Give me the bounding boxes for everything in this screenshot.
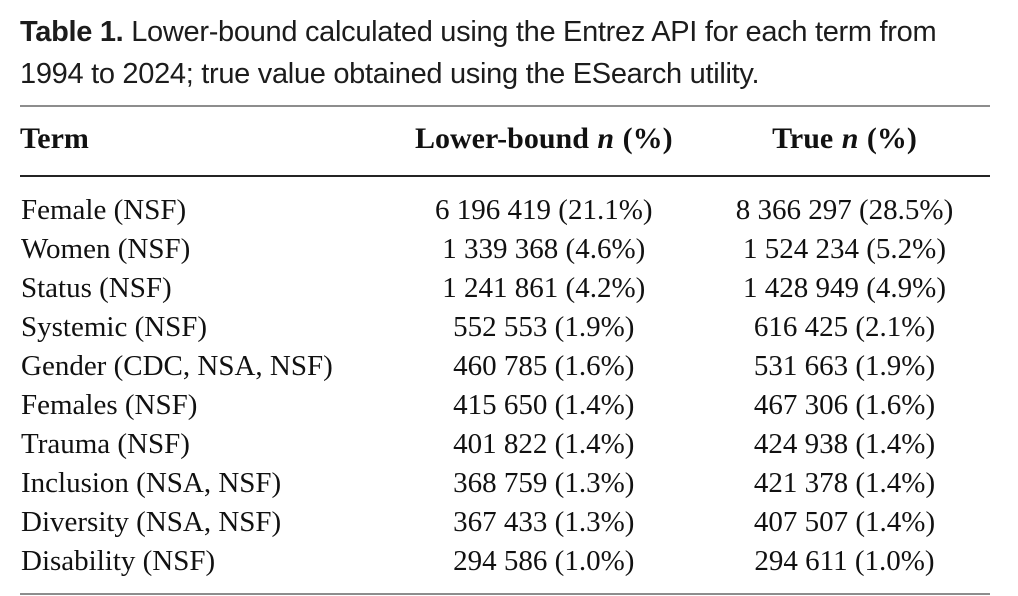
true-n-cell: 407 507 (1.4%) — [753, 505, 936, 538]
caption-line-2: 1994 to 2024; true value obtained using … — [20, 57, 760, 90]
header-true-suffix: (%) — [866, 121, 917, 155]
lower-bound-cell: 1 241 861 (4.2%) — [442, 271, 646, 304]
header-lower-prefix: Lower-bound — [414, 121, 589, 155]
term-cell: Women (NSF) — [21, 232, 191, 265]
lower-bound-cell: 415 650 (1.4%) — [453, 388, 635, 421]
table-row: Female (NSF) 6 196 419 (21.1%) 8 366 297… — [20, 176, 990, 230]
header-lower-suffix: (%) — [622, 121, 673, 155]
table-row: Disability (NSF) 294 586 (1.0%) 294 611 … — [20, 542, 990, 594]
term-cell: Inclusion (NSA, NSF) — [21, 466, 282, 499]
table-row: Systemic (NSF) 552 553 (1.9%) 616 425 (2… — [20, 308, 990, 347]
term-cell: Females (NSF) — [21, 388, 198, 421]
table-row: Women (NSF) 1 339 368 (4.6%) 1 524 234 (… — [20, 230, 990, 269]
lower-bound-cell: 6 196 419 (21.1%) — [435, 193, 653, 226]
italic-n: n — [597, 121, 615, 155]
table-row: Gender (CDC, NSA, NSF) 460 785 (1.6%) 53… — [20, 347, 990, 386]
header-true-prefix: True — [772, 121, 834, 155]
table-row: Diversity (NSA, NSF) 367 433 (1.3%) 407 … — [20, 503, 990, 542]
true-n-cell: 1 524 234 (5.2%) — [743, 232, 946, 265]
true-n-cell: 424 938 (1.4%) — [753, 427, 936, 460]
table-row: Inclusion (NSA, NSF) 368 759 (1.3%) 421 … — [20, 464, 990, 503]
true-n-cell: 8 366 297 (28.5%) — [735, 193, 954, 226]
lower-bound-cell: 368 759 (1.3%) — [453, 466, 635, 499]
table-caption: Table 1. Lower-bound calculated using th… — [20, 12, 990, 96]
true-n-cell: 1 428 949 (4.9%) — [743, 271, 946, 304]
table-row: Status (NSF) 1 241 861 (4.2%) 1 428 949 … — [20, 269, 990, 308]
term-cell: Diversity (NSA, NSF) — [21, 505, 282, 538]
caption-line-1: Table 1. Lower-bound calculated using th… — [20, 12, 990, 54]
results-table: Term Lower-bound n (%) True n (%) Female… — [20, 104, 990, 595]
column-header-true-n: True n (%) — [698, 105, 990, 177]
column-header-lower-bound: Lower-bound n (%) — [388, 105, 699, 177]
term-cell: Trauma (NSF) — [21, 427, 190, 460]
term-cell: Status (NSF) — [21, 271, 172, 304]
table-row: Females (NSF) 415 650 (1.4%) 467 306 (1.… — [20, 386, 990, 425]
term-cell: Female (NSF) — [21, 193, 187, 226]
true-n-cell: 531 663 (1.9%) — [753, 349, 936, 382]
caption-label: Table 1. — [20, 16, 124, 48]
term-cell: Gender (CDC, NSA, NSF) — [21, 349, 333, 382]
italic-n: n — [841, 121, 859, 155]
lower-bound-cell: 552 553 (1.9%) — [453, 310, 635, 343]
true-n-cell: 467 306 (1.6%) — [753, 388, 936, 421]
table-row: Trauma (NSF) 401 822 (1.4%) 424 938 (1.4… — [20, 425, 990, 464]
lower-bound-cell: 1 339 368 (4.6%) — [442, 232, 646, 265]
true-n-cell: 294 611 (1.0%) — [754, 544, 935, 577]
true-n-cell: 616 425 (2.1%) — [753, 310, 936, 343]
column-header-term: Term — [20, 105, 389, 177]
caption-text-1: Lower-bound calculated using the Entrez … — [131, 16, 937, 48]
lower-bound-cell: 294 586 (1.0%) — [453, 544, 635, 577]
header-row: Term Lower-bound n (%) True n (%) — [20, 105, 990, 177]
lower-bound-cell: 460 785 (1.6%) — [453, 349, 635, 382]
term-cell: Systemic (NSF) — [21, 310, 208, 343]
term-cell: Disability (NSF) — [21, 544, 216, 577]
lower-bound-cell: 367 433 (1.3%) — [453, 505, 635, 538]
true-n-cell: 421 378 (1.4%) — [753, 466, 936, 499]
lower-bound-cell: 401 822 (1.4%) — [453, 427, 635, 460]
